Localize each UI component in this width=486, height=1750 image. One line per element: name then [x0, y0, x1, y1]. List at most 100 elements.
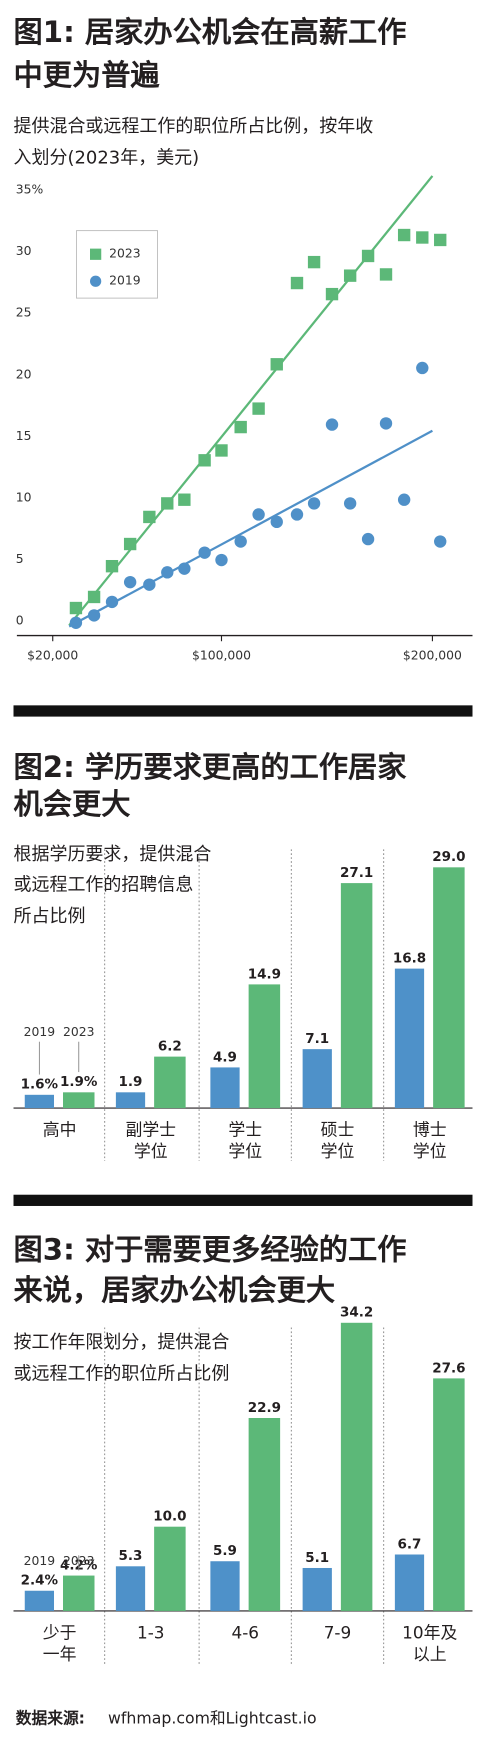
bar [248, 1417, 281, 1611]
point [215, 553, 228, 567]
chart-title: 机会更大 [14, 787, 131, 821]
point [105, 559, 119, 573]
value-label: 1.9 [119, 1074, 143, 1090]
bar [340, 1322, 373, 1611]
bar [394, 1554, 425, 1611]
point [161, 566, 174, 579]
point [234, 535, 247, 548]
separator [13, 705, 473, 717]
legend-marker [90, 275, 102, 287]
legend-label: 2023 [63, 1025, 94, 1039]
point [161, 497, 174, 510]
bar [210, 1561, 240, 1611]
category-label: 10年及 [402, 1622, 457, 1642]
y-tick-label: 0 [16, 613, 24, 627]
value-label: 1.6% [21, 1077, 59, 1093]
point [252, 402, 265, 415]
value-label: 1.9% [60, 1074, 98, 1090]
value-label: 22.9 [248, 1400, 281, 1416]
point [178, 493, 191, 506]
bar [115, 1566, 146, 1611]
bar [115, 1092, 146, 1109]
y-tick-label: 20 [16, 367, 32, 381]
bar [340, 883, 373, 1109]
point [434, 535, 447, 548]
point [307, 497, 321, 510]
point [307, 255, 321, 269]
point [397, 493, 411, 506]
x-tick-label: $200,000 [403, 648, 462, 662]
bar [154, 1056, 186, 1109]
point [290, 508, 304, 521]
value-label: 29.0 [432, 849, 465, 865]
separator [13, 1194, 473, 1206]
y-tick-label: 10 [16, 490, 32, 504]
point [105, 595, 119, 609]
bar [302, 1567, 332, 1611]
chart-subtitle: 或远程工作的职位所占比例 [14, 1364, 230, 1385]
point [198, 454, 211, 467]
point [270, 515, 283, 529]
value-label: 5.3 [119, 1548, 143, 1564]
chart-title: 图2: 学历要求更高的工作居家 [14, 750, 408, 784]
legend-marker [90, 248, 102, 260]
value-label: 6.7 [398, 1536, 422, 1552]
bar [24, 1094, 55, 1109]
point [252, 508, 265, 521]
category-label: 学位 [321, 1141, 355, 1161]
point [361, 249, 375, 263]
bar [394, 968, 425, 1109]
chart-title: 图3: 对于需要更多经验的工作 [14, 1232, 407, 1266]
value-label: 10.0 [153, 1509, 186, 1525]
category-label: 硕士 [321, 1120, 355, 1140]
legend [76, 230, 158, 299]
point [234, 420, 247, 434]
point [343, 269, 357, 282]
value-label: 5.1 [305, 1550, 329, 1566]
y-tick-label: 15 [16, 429, 32, 443]
point [325, 287, 339, 301]
point [143, 510, 156, 524]
point [416, 361, 429, 375]
bar [248, 984, 281, 1109]
source-label: 数据来源: [16, 1708, 85, 1727]
point [69, 601, 83, 615]
point [379, 417, 393, 430]
x-tick-label: $100,000 [192, 648, 251, 662]
point [397, 228, 411, 242]
x-tick-label: $20,000 [27, 648, 78, 662]
category-label: 1-3 [137, 1622, 165, 1642]
point [87, 590, 101, 604]
source: wfhmap.com和Lightcast.io [108, 1708, 317, 1727]
y-tick-label: 25 [16, 306, 32, 320]
y-tick-label: 5 [16, 552, 24, 566]
point [215, 444, 228, 457]
chart-subtitle: 提供混合或远程工作的职位所占比例，按年收 [14, 116, 374, 137]
value-label: 5.9 [213, 1543, 237, 1559]
point [198, 546, 211, 559]
category-label: 学位 [413, 1141, 447, 1161]
category-label: 高中 [43, 1120, 77, 1140]
chart-subtitle: 入划分(2023年，美元) [14, 148, 200, 169]
legend-label: 2023 [109, 247, 140, 261]
value-label: 27.1 [340, 865, 373, 881]
chart-subtitle: 根据学历要求，提供混合 [14, 844, 212, 865]
legend-label: 2019 [24, 1554, 55, 1568]
bar [210, 1067, 240, 1109]
point [361, 532, 375, 546]
point [343, 497, 357, 510]
point [325, 418, 339, 431]
chart-subtitle: 或远程工作的招聘信息 [14, 874, 194, 895]
bar [63, 1575, 95, 1611]
chart-subtitle: 按工作年限划分，提供混合 [14, 1332, 230, 1353]
value-label: 6.2 [158, 1038, 182, 1054]
point [178, 562, 191, 575]
value-label: 34.2 [340, 1305, 373, 1321]
value-label: 7.1 [305, 1031, 329, 1047]
value-label: 14.9 [248, 966, 281, 982]
bar [433, 867, 465, 1109]
chart-title: 图1: 居家办公机会在高薪工作 [14, 15, 407, 49]
bar [154, 1526, 186, 1611]
